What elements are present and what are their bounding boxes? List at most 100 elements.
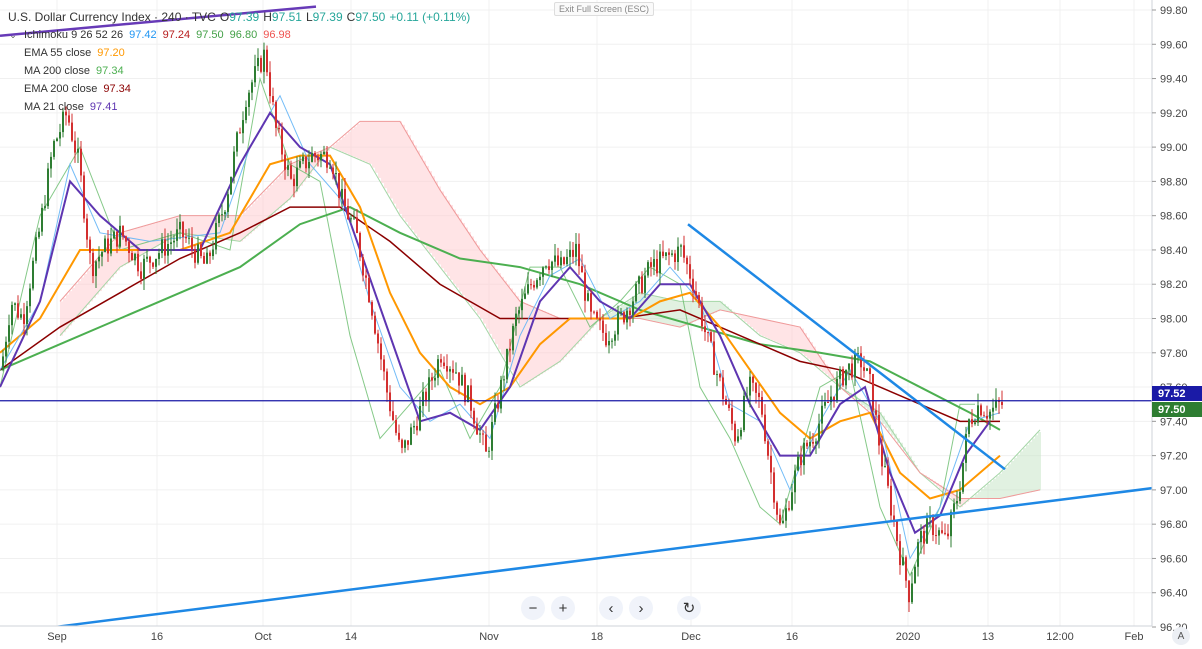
candle-body — [212, 249, 214, 257]
ichimoku-cloud-segment — [945, 488, 948, 495]
scroll-right-button[interactable]: › — [629, 596, 653, 620]
auto-scale-button[interactable]: A — [1172, 627, 1190, 645]
indicator-row[interactable]: EMA 55 close 97.20 — [8, 44, 470, 62]
candle-body — [629, 310, 631, 315]
candle-body — [107, 238, 109, 254]
candle-body — [974, 422, 976, 424]
price-line-label: 97.52 — [1152, 386, 1202, 401]
exit-fullscreen-button[interactable]: Exit Full Screen (ESC) — [554, 2, 655, 16]
ichimoku-cloud-segment — [147, 225, 150, 252]
indicator-row[interactable]: MA 200 close 97.34 — [8, 62, 470, 80]
indicator-row[interactable]: EMA 200 close 97.34 — [8, 80, 470, 98]
candle-body — [749, 376, 751, 396]
trendline-ascending — [27, 486, 1153, 632]
indicator-row[interactable]: ⌄ Ichimoku 9 26 52 26 97.42 97.24 97.50 96.80… — [8, 26, 470, 44]
ichimoku-cloud-segment — [999, 473, 1002, 499]
ichimoku-cloud-segment — [438, 186, 441, 265]
indicator-value: 97.50 — [196, 29, 224, 41]
ichimoku-cloud-segment — [627, 301, 630, 319]
candle-body — [344, 188, 346, 206]
candle-body — [932, 517, 934, 536]
indicator-row[interactable]: MA 21 close 97.41 — [8, 98, 470, 116]
candle-body — [197, 244, 199, 263]
ichimoku-cloud-segment — [1020, 451, 1023, 495]
candle-body — [368, 277, 370, 303]
candle-body — [962, 462, 964, 492]
candle-body — [776, 502, 778, 515]
candle-body — [281, 129, 283, 155]
scroll-left-button[interactable]: ‹ — [599, 596, 623, 620]
ichimoku-cloud-segment — [339, 139, 342, 151]
candle-body — [869, 368, 871, 375]
zoom-out-button[interactable]: − — [521, 596, 545, 620]
candle-body — [542, 267, 544, 277]
time-tick-label: Feb — [1125, 631, 1144, 643]
candle-body — [143, 258, 145, 279]
ichimoku-cloud-segment — [837, 382, 840, 385]
ichimoku-cloud-segment — [798, 326, 801, 352]
candle-body — [392, 411, 394, 420]
ichimoku-cloud-segment — [366, 121, 369, 163]
high-label: H — [263, 10, 272, 24]
ichimoku-cloud-segment — [1005, 467, 1008, 498]
candle-body — [983, 415, 985, 417]
candle-body — [695, 291, 697, 296]
ichimoku-cloud-segment — [882, 415, 885, 424]
candle-body — [488, 450, 490, 452]
price-tick-label: 98.20 — [1160, 279, 1188, 291]
candle-body — [725, 398, 727, 405]
candle-body — [386, 371, 388, 393]
candle-body — [191, 237, 193, 250]
ichimoku-cloud-segment — [561, 318, 564, 361]
candle-body — [320, 154, 322, 161]
ichimoku-cloud-segment — [276, 178, 279, 211]
candle-body — [806, 442, 808, 447]
candle-body — [200, 244, 202, 256]
ichimoku-cloud-segment — [825, 364, 828, 375]
candle-body — [110, 238, 112, 254]
time-tick-label: 2020 — [896, 631, 920, 643]
zoom-in-button[interactable]: + — [551, 596, 575, 620]
candle-body — [308, 161, 310, 169]
candle-body — [611, 340, 613, 342]
reset-chart-button[interactable]: ↻ — [677, 596, 701, 620]
collapse-chevron-icon[interactable]: ⌄ — [9, 30, 17, 40]
candle-body — [80, 148, 82, 176]
candle-body — [251, 82, 253, 93]
candle-body — [383, 359, 385, 372]
ichimoku-cloud-segment — [405, 129, 408, 223]
candle-body — [719, 374, 721, 378]
candle-body — [854, 353, 856, 378]
price-tick-label: 99.40 — [1160, 74, 1188, 86]
candle-body — [671, 253, 673, 255]
ichimoku-cloud-segment — [435, 181, 438, 261]
ichimoku-cloud-segment — [759, 318, 762, 335]
candle-body — [674, 253, 676, 263]
ichimoku-cloud-segment — [351, 129, 354, 157]
candle-body — [179, 221, 181, 230]
candle-body — [422, 391, 424, 406]
candle-body — [188, 237, 190, 239]
candle-body — [731, 408, 733, 424]
candle-body — [851, 363, 853, 378]
price-tick-label: 98.60 — [1160, 211, 1188, 223]
indicator-name: EMA 55 close — [24, 47, 92, 59]
candle-body — [467, 385, 469, 403]
ichimoku-cloud-segment — [381, 121, 384, 184]
ichimoku-cloud-segment — [537, 308, 540, 377]
ichimoku-cloud-segment — [135, 228, 138, 259]
ichimoku-cloud-segment — [636, 295, 639, 319]
ichimoku-cloud-segment — [414, 145, 417, 234]
candle-body — [863, 367, 865, 371]
ichimoku-cloud-segment — [117, 236, 120, 271]
symbol-header: U.S. Dollar Currency Index · 240 · TVC O… — [8, 8, 470, 26]
symbol-title: U.S. Dollar Currency Index · 240 · TVC — [8, 10, 216, 24]
candle-body — [332, 167, 334, 175]
candle-body — [500, 379, 502, 409]
ichimoku-cloud-segment — [225, 215, 228, 240]
candle-body — [278, 127, 280, 130]
ichimoku-cloud-segment — [273, 181, 276, 214]
ichimoku-cloud-segment — [732, 311, 735, 313]
candle-body — [311, 152, 313, 162]
